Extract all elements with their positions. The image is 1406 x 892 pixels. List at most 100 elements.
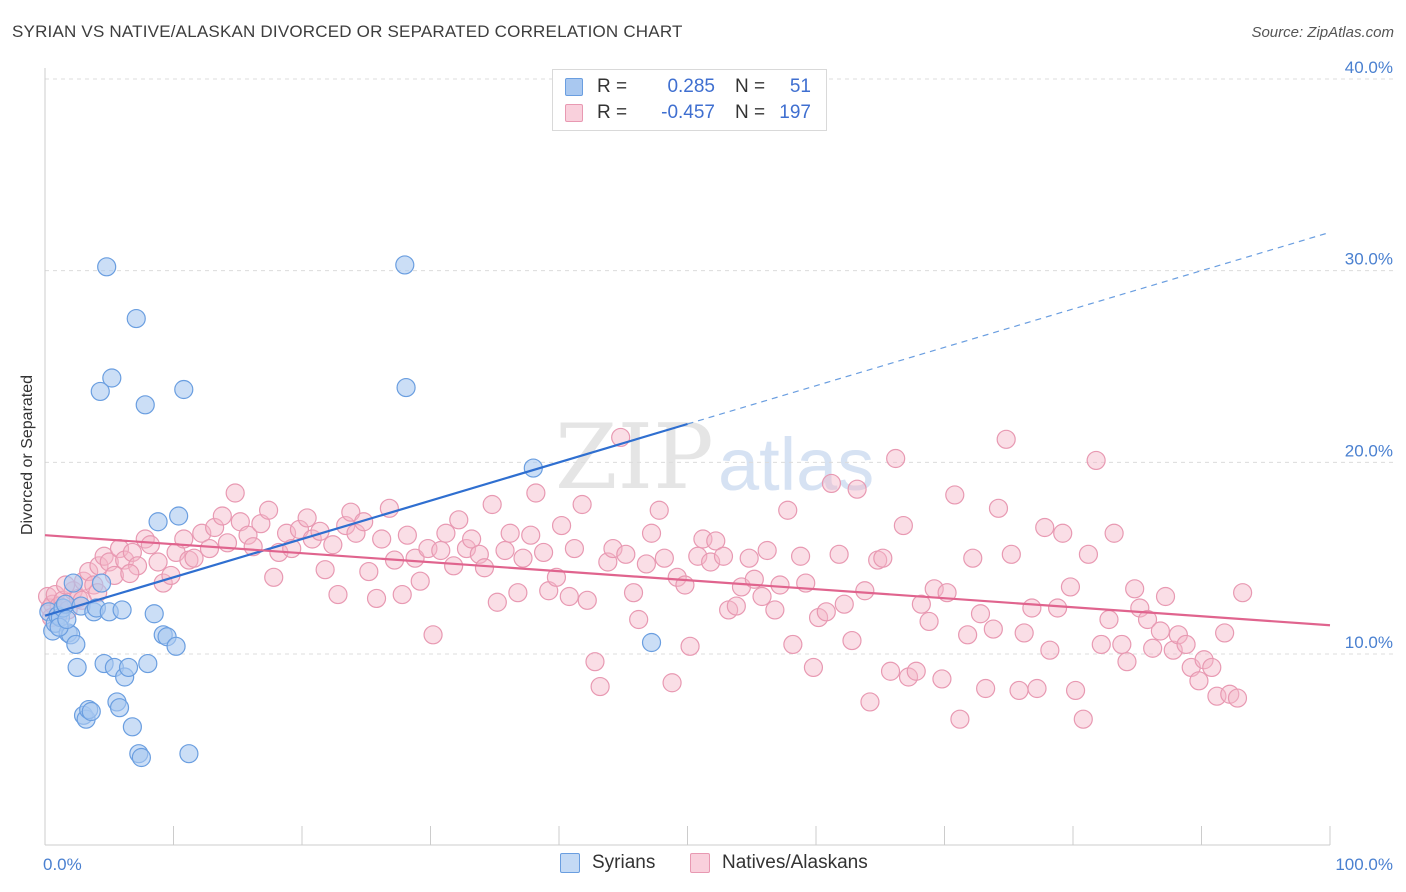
natives-point [551, 515, 572, 536]
natives-point [148, 552, 168, 572]
natives-point [808, 607, 829, 628]
natives-point [1125, 579, 1145, 599]
natives-point [444, 556, 464, 576]
syrians-point [63, 573, 83, 593]
natives-point [289, 519, 310, 540]
natives-point [205, 517, 225, 538]
x-tick-label: 100.0% [1335, 855, 1393, 874]
natives-point [315, 560, 335, 580]
natives-point [976, 678, 996, 699]
natives-point [359, 561, 379, 582]
natives-point [821, 473, 842, 494]
natives-swatch [565, 104, 583, 122]
natives-point [436, 523, 456, 543]
natives-point [1117, 652, 1137, 672]
natives-point [354, 512, 374, 532]
natives-point [680, 636, 700, 656]
syrians-point [112, 600, 132, 620]
natives-point [1047, 598, 1068, 618]
y-tick-label: 40.0% [1345, 58, 1393, 77]
n-label: N = [735, 76, 766, 97]
natives-point [790, 546, 811, 566]
y-tick-label: 10.0% [1345, 633, 1393, 652]
syrians-point [122, 717, 142, 737]
natives-point [641, 523, 662, 543]
natives-point [860, 692, 880, 712]
natives-trend-line [44, 534, 1331, 627]
natives-point [140, 535, 160, 555]
natives-point [559, 586, 579, 607]
natives-point [1014, 623, 1034, 643]
natives-point [739, 548, 759, 568]
natives-point [127, 556, 148, 576]
syrians-point [102, 368, 122, 388]
natives-point [783, 634, 803, 655]
syrians-legend-label: Syrians [592, 852, 656, 873]
natives-point [752, 586, 772, 607]
syrians-point [396, 377, 416, 398]
natives-point [341, 502, 361, 522]
syrians-point [91, 573, 112, 593]
natives-point [1035, 517, 1055, 538]
natives-point [963, 548, 983, 568]
legend-row-syrians: R = 0.285 N = 51 [565, 75, 811, 99]
natives-point [366, 588, 387, 609]
tick-labels: 10.0% 20.0% 30.0% 40.0% 0.0% 100.0% [43, 58, 1393, 874]
natives-point [950, 709, 970, 729]
natives-point [629, 609, 649, 630]
syrians-trend-extension [687, 231, 1331, 425]
natives-point [1176, 634, 1196, 655]
syrians-point [174, 379, 194, 400]
natives-point [1073, 709, 1093, 729]
syrians-point [641, 632, 662, 653]
natives-point [1027, 678, 1047, 699]
natives-point [199, 538, 220, 559]
natives-point [590, 676, 610, 697]
natives-point [1137, 609, 1158, 630]
natives-point [616, 544, 636, 564]
syrians-point [135, 395, 155, 415]
natives-point [482, 494, 502, 515]
natives-point [886, 448, 906, 469]
natives-point [392, 584, 412, 605]
natives-point [405, 548, 425, 568]
natives-point [778, 500, 798, 520]
natives-point [636, 554, 656, 574]
y-tick-label: 30.0% [1345, 250, 1393, 269]
natives-point [423, 625, 443, 645]
natives-point [662, 673, 682, 693]
syrians-point [126, 308, 146, 329]
natives-point [1233, 583, 1253, 603]
n-value: 197 [779, 102, 811, 123]
watermark-zip: ZIP [555, 405, 714, 510]
natives-point [264, 567, 284, 587]
x-tick-label: 0.0% [43, 855, 82, 874]
natives-point [1078, 544, 1099, 564]
syrians-point [97, 257, 117, 277]
natives-point [1086, 450, 1106, 471]
natives-point [431, 540, 451, 561]
natives-point [906, 661, 926, 681]
natives-point [397, 525, 417, 545]
natives-point [1143, 638, 1163, 658]
syrians-point [90, 381, 110, 402]
syrians-points [39, 255, 662, 768]
correlation-legend: R = 0.285 N = 51 R = -0.457 N = 197 [552, 69, 827, 131]
natives-point [1001, 544, 1021, 564]
natives-point [184, 548, 204, 568]
natives-point [1168, 625, 1188, 645]
axes [44, 68, 1331, 846]
natives-point [1099, 609, 1119, 630]
natives-point [225, 483, 245, 503]
syrians-trend-line [44, 422, 688, 617]
r-label: R = [597, 76, 628, 97]
syrians-legend-swatch [560, 853, 580, 873]
syrians-point [169, 506, 189, 526]
natives-point [654, 548, 674, 568]
natives-point [410, 571, 430, 591]
natives-point [526, 483, 546, 503]
natives-point [276, 523, 297, 543]
bottom-legend-natives: Natives/Alaskans [690, 852, 868, 874]
natives-point [1150, 621, 1170, 641]
